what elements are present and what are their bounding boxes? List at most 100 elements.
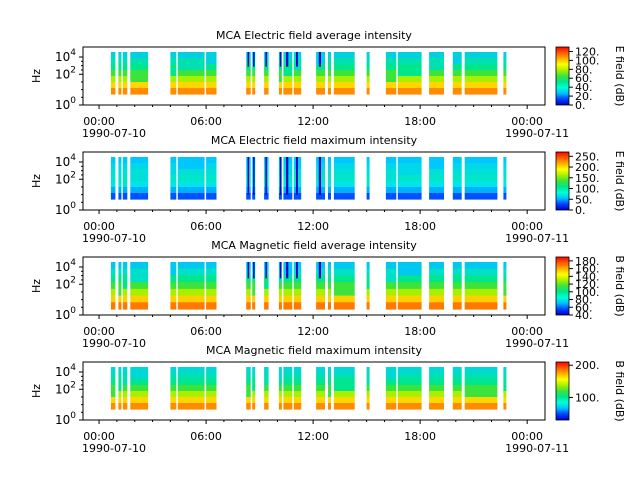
spectrum-cell bbox=[206, 169, 217, 176]
spectrum-cell bbox=[118, 373, 122, 380]
intensity-streak bbox=[318, 262, 321, 279]
x-date-label: 1990-07-10 bbox=[82, 442, 146, 455]
spectrum-cell bbox=[397, 163, 422, 170]
spectrum-cell bbox=[110, 58, 116, 65]
spectrum-cell bbox=[122, 302, 128, 310]
spectrum-cell bbox=[177, 76, 205, 83]
spectrum-cell bbox=[130, 379, 149, 386]
spectrum-cell bbox=[264, 367, 269, 374]
spectrum-cell bbox=[130, 157, 149, 164]
colorbar-tick-label: 60. bbox=[575, 72, 593, 85]
spectrum-cell bbox=[429, 70, 444, 77]
spectrum-cell bbox=[366, 262, 370, 270]
spectrum-cell bbox=[429, 52, 444, 59]
data-column bbox=[328, 367, 331, 410]
spectrum-cell bbox=[503, 175, 507, 182]
spectrum-cell bbox=[503, 295, 507, 303]
intensity-streak bbox=[296, 52, 298, 67]
spectrum-cell bbox=[246, 193, 251, 200]
spectrum-cell bbox=[110, 391, 116, 398]
spectrum-cell bbox=[206, 64, 217, 71]
spectrum-cell bbox=[130, 262, 149, 270]
spectrum-cell bbox=[328, 295, 331, 303]
spectrum-cell bbox=[246, 403, 251, 410]
spectrum-cell bbox=[110, 262, 116, 270]
intensity-streak bbox=[279, 262, 282, 279]
spectrum-cell bbox=[252, 391, 256, 398]
spectrum-cell bbox=[264, 302, 269, 310]
spectrum-cell bbox=[252, 288, 256, 297]
spectrum-cell bbox=[452, 282, 462, 290]
spectrum-cell bbox=[252, 367, 256, 374]
spectrum-cell bbox=[464, 385, 498, 392]
spectrum-cell bbox=[206, 82, 217, 89]
x-tick-label: 12:00 bbox=[297, 220, 329, 233]
colorbar-tick-label: 100. bbox=[575, 54, 600, 67]
spectrum-cell bbox=[177, 88, 205, 95]
spectrum-cell bbox=[333, 52, 355, 59]
spectrum-cell bbox=[366, 379, 370, 386]
colorbar-label: B field (dB) bbox=[613, 255, 626, 316]
spectrum-cell bbox=[333, 76, 355, 83]
spectrum-cell bbox=[503, 268, 507, 276]
spectrum-cell bbox=[293, 193, 302, 200]
spectrum-cell bbox=[452, 58, 462, 65]
y-tick-label: 100 bbox=[55, 201, 76, 217]
spectrum-cell bbox=[278, 82, 282, 89]
spectrum-cell bbox=[122, 187, 128, 194]
spectrum-cell bbox=[206, 88, 217, 95]
spectrum-cell bbox=[452, 403, 462, 410]
spectrum-cell bbox=[328, 70, 331, 77]
spectrum-cell bbox=[397, 367, 422, 374]
x-tick-label: 18:00 bbox=[404, 325, 436, 338]
data-column bbox=[328, 52, 331, 95]
colorbar bbox=[555, 46, 570, 106]
spectrum-cell bbox=[246, 379, 251, 386]
spectrum-cell bbox=[264, 295, 269, 303]
spectrum-cell bbox=[366, 385, 370, 392]
spectrum-cell bbox=[122, 193, 128, 200]
spectrum-cell bbox=[464, 302, 498, 310]
spectrum-cell bbox=[452, 385, 462, 392]
spectrum-cell bbox=[177, 58, 205, 65]
colorbar bbox=[555, 361, 570, 421]
spectrum-cell bbox=[278, 367, 282, 374]
colorbar-tick-label: 100. bbox=[575, 391, 600, 404]
data-column bbox=[503, 157, 507, 200]
panel-title: MCA Magnetic field maximum intensity bbox=[206, 344, 422, 357]
spectrum-cell bbox=[385, 295, 397, 303]
spectrum-cell bbox=[177, 82, 205, 89]
spectrum-cell bbox=[130, 187, 149, 194]
data-column bbox=[316, 367, 325, 410]
spectrum-cell bbox=[278, 88, 282, 95]
spectrum-cell bbox=[118, 282, 122, 290]
data-column bbox=[170, 157, 177, 200]
intensity-streak bbox=[296, 262, 298, 279]
spectrum-cell bbox=[503, 379, 507, 386]
spectrum-cell bbox=[333, 275, 355, 283]
spectrum-cell bbox=[316, 367, 325, 374]
spectrum-cell bbox=[464, 275, 498, 283]
spectrum-cell bbox=[110, 82, 116, 89]
data-column bbox=[170, 262, 177, 310]
spectrum-cell bbox=[328, 385, 331, 392]
spectrum-cell bbox=[333, 169, 355, 176]
colorbar-tick-label: 100. bbox=[575, 286, 600, 299]
spectrum-cell bbox=[385, 268, 397, 276]
spectrum-cell bbox=[385, 282, 397, 290]
spectrum-cell bbox=[246, 302, 251, 310]
spectrum-cell bbox=[385, 385, 397, 392]
data-column bbox=[452, 157, 462, 200]
spectrum-cell bbox=[177, 403, 205, 410]
intensity-streak bbox=[247, 52, 250, 67]
colorbar-tick-label: 120. bbox=[575, 278, 600, 291]
spectrum-cell bbox=[429, 373, 444, 380]
spectrum-cell bbox=[252, 88, 256, 95]
spectrum-cell bbox=[177, 275, 205, 283]
spectrum-cell bbox=[464, 169, 498, 176]
spectrum-cell bbox=[130, 163, 149, 170]
spectrum-cell bbox=[464, 295, 498, 303]
spectrum-cell bbox=[110, 403, 116, 410]
spectrum-cell bbox=[429, 262, 444, 270]
spectrum-cell bbox=[264, 64, 269, 71]
